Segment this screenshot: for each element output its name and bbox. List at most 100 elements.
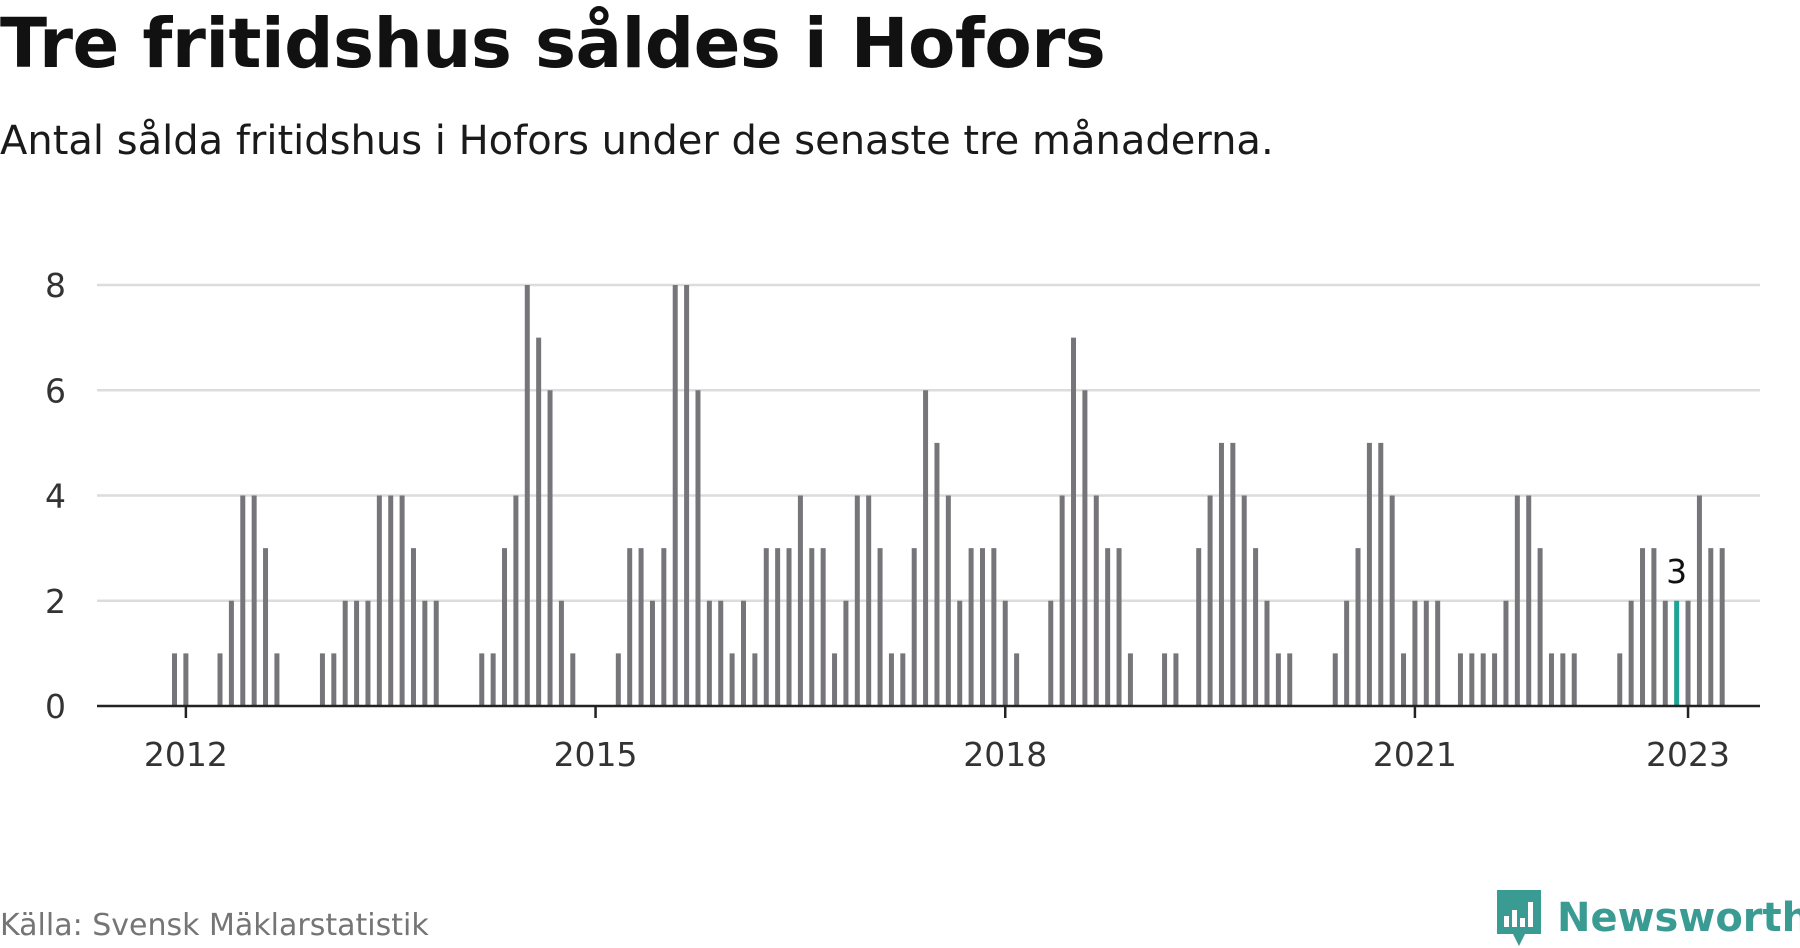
bar bbox=[1014, 653, 1020, 707]
bar bbox=[945, 495, 951, 706]
data-labels: 3 bbox=[1666, 552, 1687, 591]
bar bbox=[911, 548, 917, 707]
bar bbox=[684, 285, 690, 706]
x-tick-label: 2018 bbox=[963, 735, 1047, 774]
bar bbox=[342, 600, 348, 706]
bar bbox=[1218, 442, 1224, 707]
bar bbox=[888, 653, 894, 707]
bar-highlight bbox=[1674, 600, 1680, 706]
bar bbox=[615, 653, 621, 707]
y-tick-label: 0 bbox=[45, 687, 66, 726]
y-tick-label: 4 bbox=[45, 477, 66, 516]
bar bbox=[900, 653, 906, 707]
bar bbox=[1480, 653, 1486, 707]
bar bbox=[1640, 548, 1646, 707]
bar bbox=[991, 548, 997, 707]
bar bbox=[1264, 600, 1270, 706]
source-note: Källa: Svensk Mäklarstatistik bbox=[0, 908, 429, 943]
bar bbox=[1651, 548, 1657, 707]
brand-logo[interactable]: Newsworthy bbox=[1495, 888, 1800, 948]
bar bbox=[1093, 495, 1099, 706]
bar bbox=[877, 548, 883, 707]
bar bbox=[1492, 653, 1498, 707]
bar bbox=[1287, 653, 1293, 707]
bar bbox=[410, 548, 416, 707]
bar bbox=[354, 600, 360, 706]
bar bbox=[1332, 653, 1338, 707]
bar bbox=[513, 495, 519, 706]
bar bbox=[627, 548, 633, 707]
bar bbox=[1571, 653, 1577, 707]
bar bbox=[661, 548, 667, 707]
x-tick-label: 2015 bbox=[554, 735, 638, 774]
bar bbox=[331, 653, 337, 707]
grid-lines bbox=[97, 283, 1760, 602]
bar bbox=[1059, 495, 1065, 706]
bar bbox=[490, 653, 496, 707]
bar bbox=[1116, 548, 1122, 707]
bar bbox=[217, 653, 223, 707]
bar bbox=[763, 548, 769, 707]
bar bbox=[1173, 653, 1179, 707]
bar bbox=[1628, 600, 1634, 706]
bar bbox=[1002, 600, 1008, 706]
bar bbox=[934, 442, 940, 707]
bar bbox=[172, 653, 177, 707]
x-tick-label: 2021 bbox=[1373, 735, 1457, 774]
bar bbox=[263, 548, 269, 707]
bar bbox=[1378, 442, 1384, 707]
bar bbox=[433, 600, 439, 706]
data-label: 3 bbox=[1666, 552, 1687, 591]
x-tick-label: 2012 bbox=[144, 735, 228, 774]
bar bbox=[1696, 495, 1702, 706]
bar bbox=[706, 600, 712, 706]
bar bbox=[923, 390, 929, 706]
y-tick-label: 8 bbox=[45, 266, 66, 305]
bar bbox=[672, 285, 678, 706]
bar bbox=[1105, 548, 1111, 707]
bar bbox=[1412, 600, 1418, 706]
bar bbox=[183, 653, 189, 707]
x-axis: 2012 2015 2018 2021 2023 bbox=[97, 704, 1760, 774]
bar bbox=[1435, 600, 1441, 706]
bar bbox=[1537, 548, 1543, 707]
x-tick-label: 2023 bbox=[1646, 735, 1730, 774]
bar bbox=[570, 653, 576, 707]
bar bbox=[1253, 548, 1259, 707]
bar bbox=[536, 337, 542, 707]
bar bbox=[251, 495, 257, 706]
bar bbox=[1366, 442, 1372, 707]
bar bbox=[957, 600, 963, 706]
bar bbox=[319, 653, 325, 707]
bar bbox=[1162, 653, 1168, 707]
bar bbox=[1503, 600, 1509, 706]
bar bbox=[809, 548, 815, 707]
bar bbox=[741, 600, 746, 706]
bar bbox=[775, 548, 781, 707]
bar bbox=[228, 600, 234, 706]
bar bbox=[832, 653, 838, 707]
bar bbox=[843, 600, 849, 706]
bar bbox=[786, 548, 792, 707]
bar bbox=[1071, 337, 1077, 707]
bar bbox=[422, 600, 428, 706]
bar bbox=[695, 390, 701, 706]
bar bbox=[1401, 653, 1407, 707]
bar bbox=[1048, 600, 1054, 706]
bar bbox=[1423, 600, 1429, 706]
bar bbox=[1344, 600, 1350, 706]
bar bbox=[1548, 653, 1554, 707]
bar bbox=[752, 653, 758, 707]
bar bbox=[1719, 548, 1725, 707]
bar bbox=[399, 495, 405, 706]
bar bbox=[558, 600, 564, 706]
bar bbox=[1685, 600, 1691, 706]
bar bbox=[365, 600, 371, 706]
bar bbox=[1514, 495, 1520, 706]
y-axis: 0 2 4 6 8 bbox=[45, 266, 66, 726]
bar bbox=[479, 653, 485, 707]
chart-title: Tre fritidshus såldes i Hofors bbox=[0, 4, 1106, 84]
bar bbox=[1457, 653, 1463, 707]
bar bbox=[1230, 442, 1236, 707]
